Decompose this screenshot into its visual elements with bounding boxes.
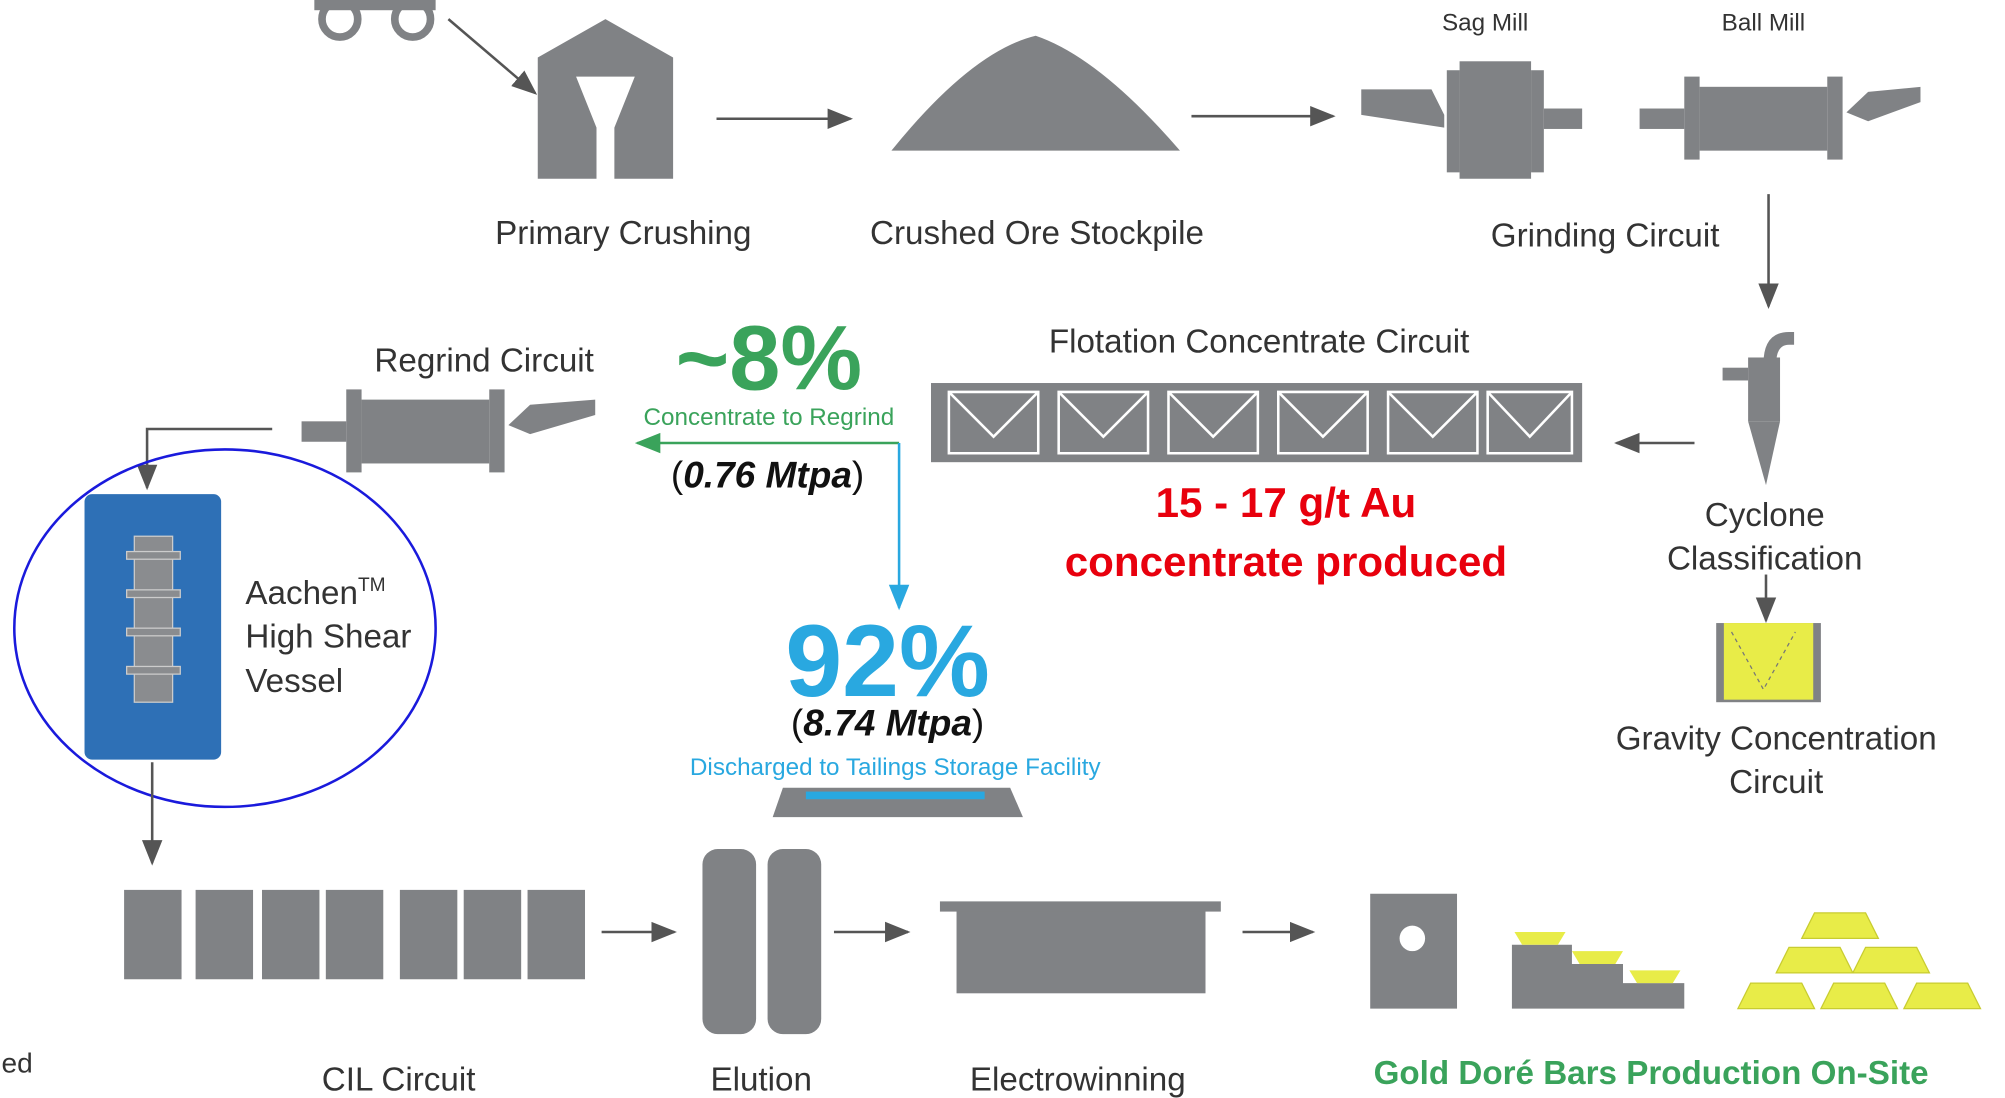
regrind-mill-icon bbox=[301, 389, 596, 473]
cut-off-text: ed bbox=[2, 1047, 33, 1078]
flotation-icon bbox=[931, 383, 1583, 463]
caption: Concentrate to Regrind bbox=[643, 404, 894, 431]
gold-bars-icon bbox=[1736, 912, 1982, 1010]
label: Vessel bbox=[245, 663, 343, 700]
highlight: concentrate produced bbox=[1065, 538, 1507, 585]
label: Gold Doré Bars Production On-Site bbox=[1374, 1055, 1929, 1092]
elution-icon bbox=[702, 849, 822, 1035]
paren: ) bbox=[972, 701, 984, 743]
stockpile-icon bbox=[891, 35, 1180, 151]
label: Gravity Concentration bbox=[1616, 720, 1937, 757]
label: Crushed Ore Stockpile bbox=[870, 215, 1204, 252]
label: Grinding Circuit bbox=[1491, 217, 1720, 254]
label: Cyclone bbox=[1705, 497, 1825, 534]
highlight-ellipse bbox=[13, 448, 437, 809]
label: Regrind Circuit bbox=[374, 343, 593, 380]
crusher-icon bbox=[537, 19, 674, 179]
label: High Shear bbox=[245, 618, 411, 655]
value: 0.76 Mtpa bbox=[683, 454, 852, 496]
arrow bbox=[136, 427, 273, 491]
aachen-icon bbox=[126, 535, 181, 703]
gravity-icon bbox=[1716, 623, 1821, 703]
label: Ball Mill bbox=[1722, 10, 1806, 37]
trademark: TM bbox=[358, 575, 386, 596]
sag-mill-icon bbox=[1361, 61, 1583, 179]
label: Elution bbox=[710, 1061, 811, 1098]
percentage: ~8% bbox=[676, 307, 863, 409]
caption: Discharged to Tailings Storage Facility bbox=[690, 754, 1102, 781]
label: AachenTM bbox=[245, 575, 385, 612]
arrow bbox=[447, 18, 538, 95]
percentage: 92% bbox=[785, 604, 989, 718]
label: Primary Crushing bbox=[495, 215, 751, 252]
label: Classification bbox=[1667, 540, 1863, 577]
name: Aachen bbox=[245, 575, 358, 612]
paren: ( bbox=[791, 701, 804, 743]
highlight: 15 - 17 g/t Au bbox=[1156, 479, 1417, 526]
label: Electrowinning bbox=[970, 1061, 1186, 1098]
mtpa: (8.74 Mtpa) bbox=[791, 701, 984, 743]
gold-furnace-icon bbox=[1370, 893, 1685, 1009]
paren: ( bbox=[671, 454, 684, 496]
paren: ) bbox=[852, 454, 864, 496]
tailings-water bbox=[805, 791, 985, 800]
ball-mill-icon bbox=[1639, 76, 1921, 160]
mtpa: (0.76 Mtpa) bbox=[671, 454, 864, 496]
label: Circuit bbox=[1729, 764, 1823, 801]
cyclone-icon bbox=[1722, 331, 1795, 486]
truck-icon bbox=[314, 0, 436, 41]
value: 8.74 Mtpa bbox=[803, 701, 972, 743]
label: CIL Circuit bbox=[322, 1061, 476, 1098]
label: Sag Mill bbox=[1442, 10, 1528, 37]
cil-icon bbox=[124, 889, 586, 980]
label: Flotation Concentrate Circuit bbox=[1049, 323, 1470, 360]
electrowinning-icon bbox=[939, 901, 1221, 994]
